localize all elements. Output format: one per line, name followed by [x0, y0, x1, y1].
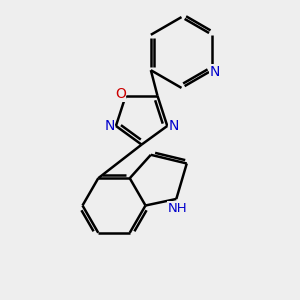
Text: N: N	[104, 119, 115, 133]
Text: N: N	[169, 119, 179, 133]
Text: N: N	[210, 65, 220, 79]
Text: NH: NH	[168, 202, 188, 215]
Text: O: O	[115, 87, 126, 101]
